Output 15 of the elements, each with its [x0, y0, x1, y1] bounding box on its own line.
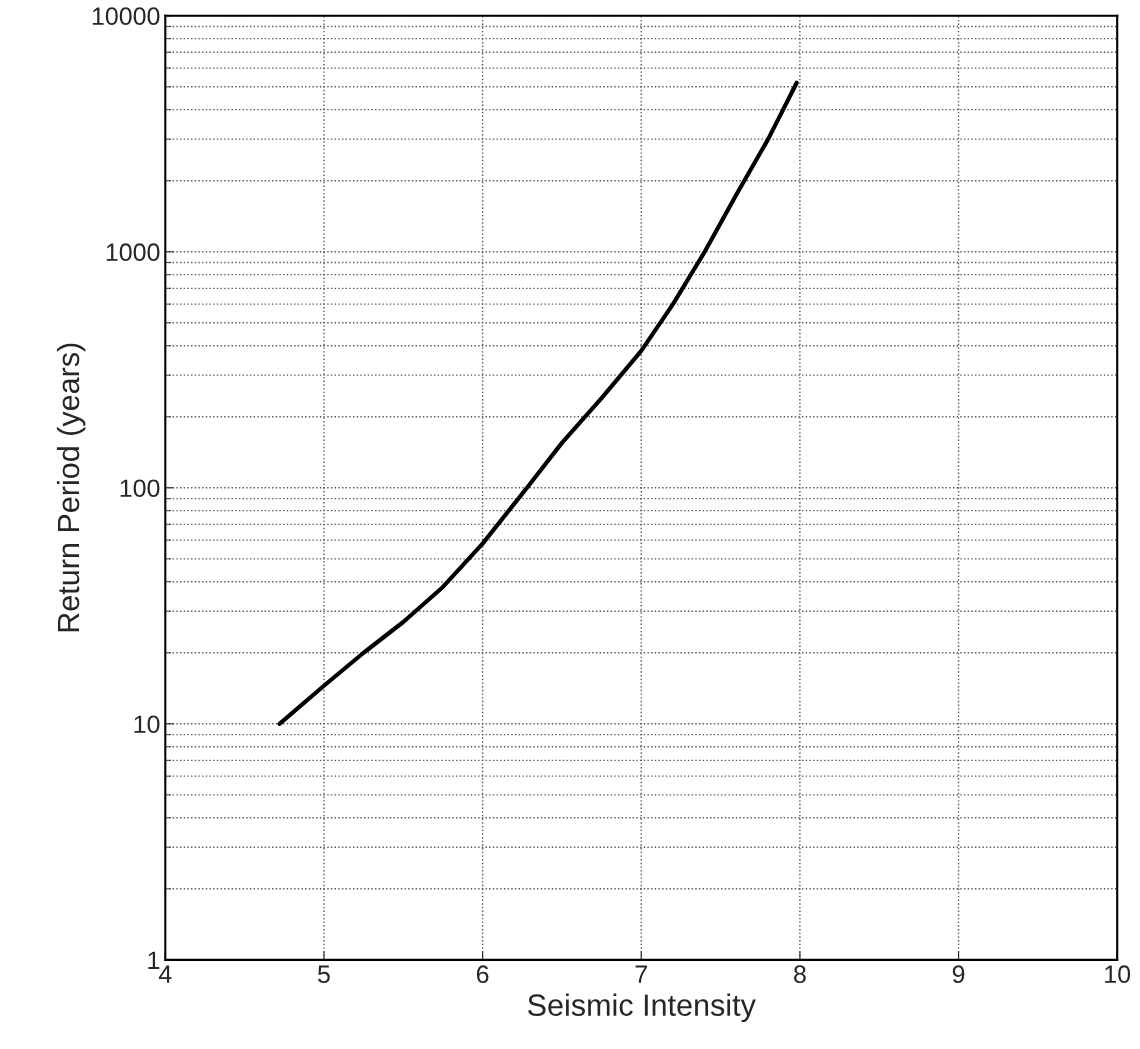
- x-tick-label: 4: [158, 965, 172, 983]
- x-axis-title: Seismic Intensity: [528, 993, 756, 1023]
- x-tick-label: 8: [794, 965, 806, 984]
- x-tick-label: 5: [318, 965, 330, 984]
- y-tick-label: 1000: [106, 243, 160, 262]
- line-series: [277, 80, 799, 726]
- x-tick-label: 7: [635, 965, 647, 983]
- y-tick-label: 100: [120, 479, 160, 498]
- y-tick-label: 10000: [92, 7, 160, 26]
- x-tick-label: 6: [476, 965, 489, 984]
- x-tick-label: 9: [952, 965, 965, 984]
- y-tick-label: 1: [148, 951, 160, 969]
- y-axis-title: Return Period (years): [56, 343, 86, 632]
- y-tick-label: 10: [134, 715, 160, 734]
- x-tick-label: 10: [1105, 965, 1131, 984]
